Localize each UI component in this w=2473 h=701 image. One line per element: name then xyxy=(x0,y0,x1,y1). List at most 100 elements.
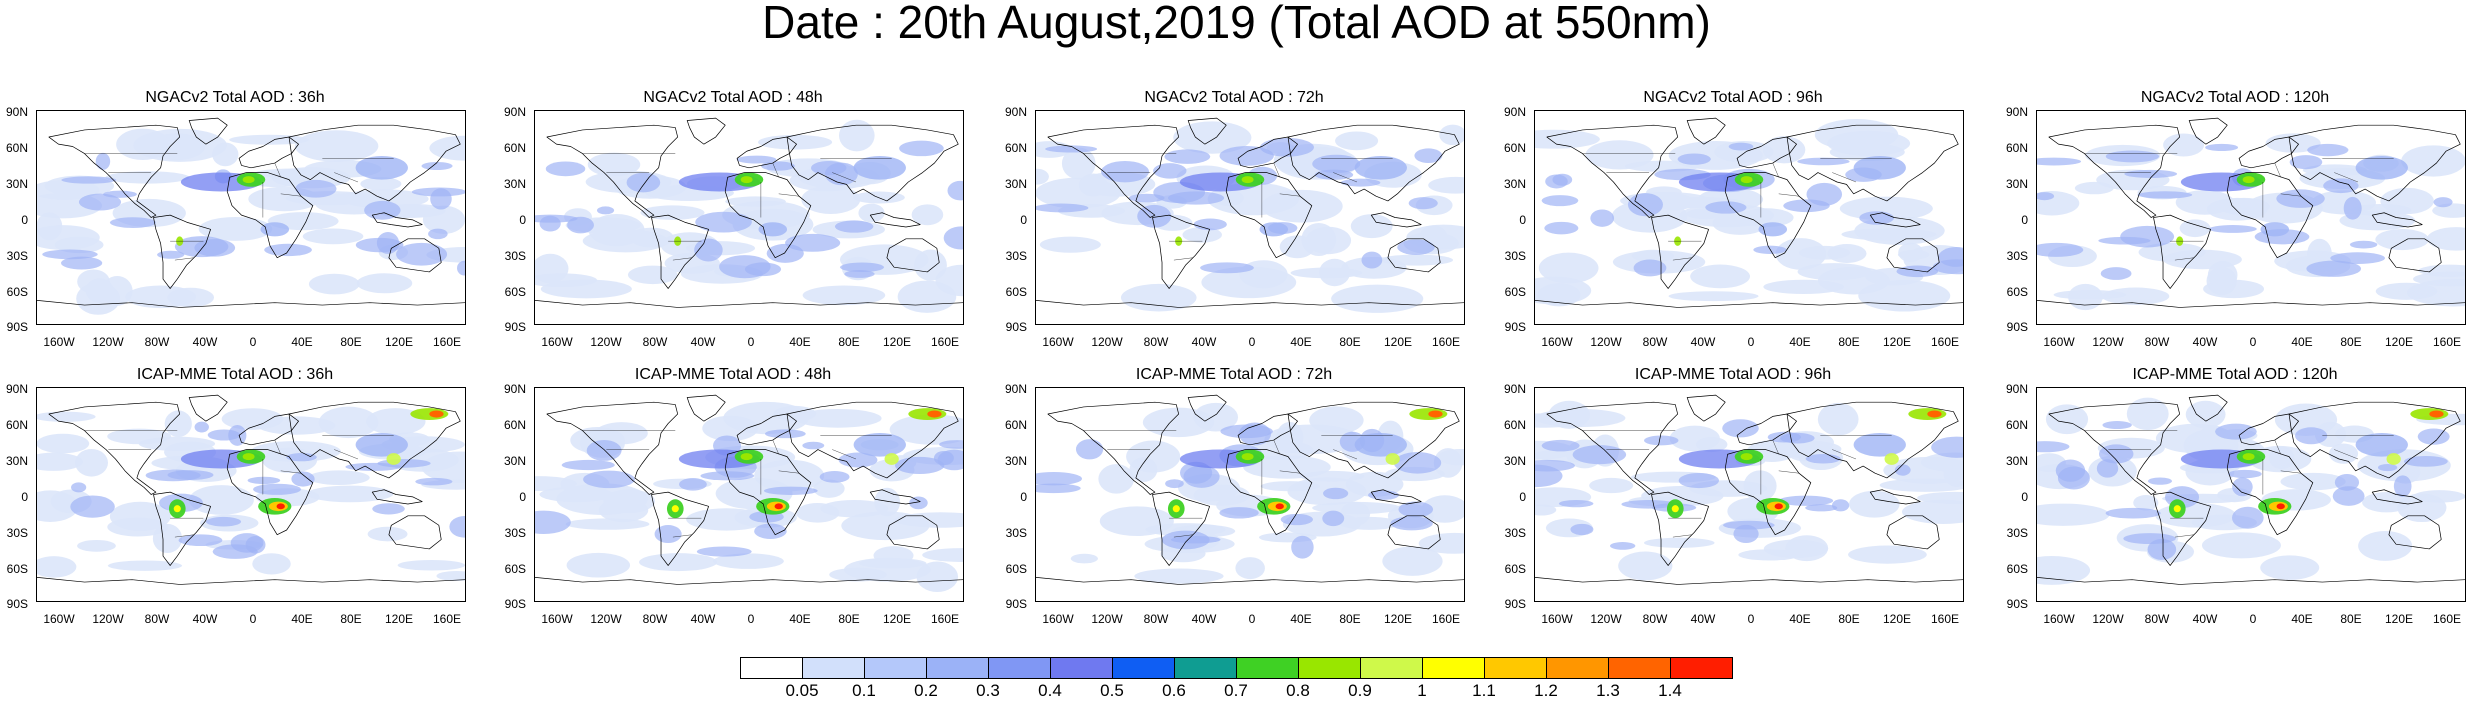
colorbar-swatch xyxy=(864,657,927,679)
aod-plume xyxy=(2179,219,2211,238)
aod-plume xyxy=(428,228,448,240)
map-panel: ICAP-MME Total AOD : 120h 90N 60N 30N 0 30S 60… xyxy=(2000,366,2470,642)
latitude-label: 90S xyxy=(2006,320,2028,334)
aod-plume xyxy=(1301,223,1337,256)
latitude-label: 30S xyxy=(1504,249,1526,263)
longitude-label: 160E xyxy=(432,612,462,626)
aod-plume xyxy=(1879,478,1963,492)
aod-plume xyxy=(587,152,641,177)
aod-plume xyxy=(1170,535,1221,544)
colorbar-label: 1.3 xyxy=(1596,681,1620,700)
aod-plume xyxy=(1153,163,1187,179)
aod-plume xyxy=(295,179,337,198)
aod-plume xyxy=(2362,492,2412,513)
longitude-label: 40W xyxy=(1690,335,1716,349)
aod-plume xyxy=(1165,479,1184,489)
aod-plume xyxy=(1797,263,1872,281)
map-panel: NGACv2 Total AOD : 48h 90N 60N 30N 0 30S 60S 90… xyxy=(498,89,968,365)
aod-plume xyxy=(2102,421,2132,430)
latitude-label: 90S xyxy=(1005,597,1027,611)
colorbar-label: 0.7 xyxy=(1224,681,1248,700)
longitude-label: 160W xyxy=(2043,335,2075,349)
aod-plume xyxy=(116,128,170,161)
longitude-label: 80E xyxy=(1838,612,1860,626)
aod-plume xyxy=(884,453,899,465)
aod-plume xyxy=(1535,504,1557,516)
aod-plume xyxy=(360,177,402,191)
aod-plume xyxy=(253,483,302,495)
aod-plume xyxy=(1137,204,1172,228)
aod-plume xyxy=(1241,176,1254,184)
longitude-label: 40E xyxy=(1290,335,1312,349)
longitude-label: 40E xyxy=(1290,612,1312,626)
aod-plume xyxy=(853,155,906,180)
aod-plume xyxy=(829,567,887,582)
aod-plume xyxy=(2037,157,2082,166)
aod-plume xyxy=(1193,218,1227,231)
latitude-label: 60S xyxy=(1005,562,1027,576)
aod-plume xyxy=(1323,487,1349,500)
world-map xyxy=(534,110,964,325)
aod-plume xyxy=(1276,421,1304,454)
colorbar-swatch xyxy=(1484,657,1547,679)
aod-plume xyxy=(740,176,753,184)
colorbar-swatch xyxy=(1112,657,1175,679)
aod-plume xyxy=(1354,432,1407,457)
panel-title: ICAP-MME Total AOD : 36h xyxy=(136,366,334,383)
longitude-label: 40E xyxy=(2291,612,2313,626)
aod-plume xyxy=(840,262,885,273)
aod-plume xyxy=(943,226,963,250)
aod-plume xyxy=(308,273,360,295)
aod-plume xyxy=(1849,490,1900,518)
aod-plume xyxy=(372,503,405,515)
aod-plume xyxy=(695,211,752,233)
aod-plume xyxy=(1938,247,1963,267)
aod-plume xyxy=(763,486,818,495)
latitude-label: 90S xyxy=(1005,320,1027,334)
latitude-label: 60S xyxy=(1005,285,1027,299)
aod-plume xyxy=(2232,477,2253,497)
latitude-label: 60N xyxy=(1004,141,1027,155)
longitude-label: 120E xyxy=(1383,612,1413,626)
aod-plume xyxy=(922,548,963,562)
aod-plume xyxy=(2260,222,2290,237)
latitude-label: 90N xyxy=(503,382,526,396)
longitude-label: 80W xyxy=(144,335,170,349)
longitude-label: 80W xyxy=(642,612,668,626)
aod-plume xyxy=(1722,419,1759,438)
aod-field xyxy=(535,111,963,313)
aod-plume xyxy=(819,471,850,483)
aod-plume xyxy=(457,260,465,276)
colorbar-label: 0.4 xyxy=(1038,681,1062,700)
aod-plume xyxy=(2386,453,2401,465)
aod-plume xyxy=(2328,443,2359,464)
colorbar-label: 1 xyxy=(1417,681,1427,700)
latitude-label: 90N xyxy=(5,105,28,119)
latitude-label: 30N xyxy=(2005,454,2028,468)
longitude-label: 40W xyxy=(1191,612,1217,626)
aod-plume xyxy=(629,227,674,248)
aod-plume xyxy=(1098,464,1135,494)
longitude-label: 160E xyxy=(1930,612,1960,626)
aod-plume xyxy=(2147,538,2177,560)
longitude-label: 0 xyxy=(1747,335,1755,349)
longitude-label: 80W xyxy=(2144,335,2170,349)
aod-plume xyxy=(1219,507,1259,519)
colorbar-label: 0.5 xyxy=(1100,681,1124,700)
aod-plume xyxy=(1927,410,1942,418)
aod-plume xyxy=(873,546,914,565)
map-panel: ICAP-MME Total AOD : 96h 90N 60N 30N 0 30S 60S… xyxy=(1498,366,1968,642)
aod-plume xyxy=(1398,501,1434,518)
aod-plume xyxy=(723,401,810,435)
aod-plume xyxy=(899,140,944,157)
aod-plume xyxy=(909,496,928,510)
aod-plume xyxy=(355,155,408,180)
latitude-label: 60S xyxy=(2006,562,2028,576)
longitude-label: 160W xyxy=(2043,612,2075,626)
latitude-label: 30S xyxy=(1504,526,1526,540)
colorbar-label: 0.6 xyxy=(1162,681,1186,700)
aod-plume xyxy=(2377,463,2398,472)
aod-plume xyxy=(2260,555,2320,580)
longitude-label: 160W xyxy=(1042,612,1074,626)
world-map xyxy=(1035,387,1465,602)
